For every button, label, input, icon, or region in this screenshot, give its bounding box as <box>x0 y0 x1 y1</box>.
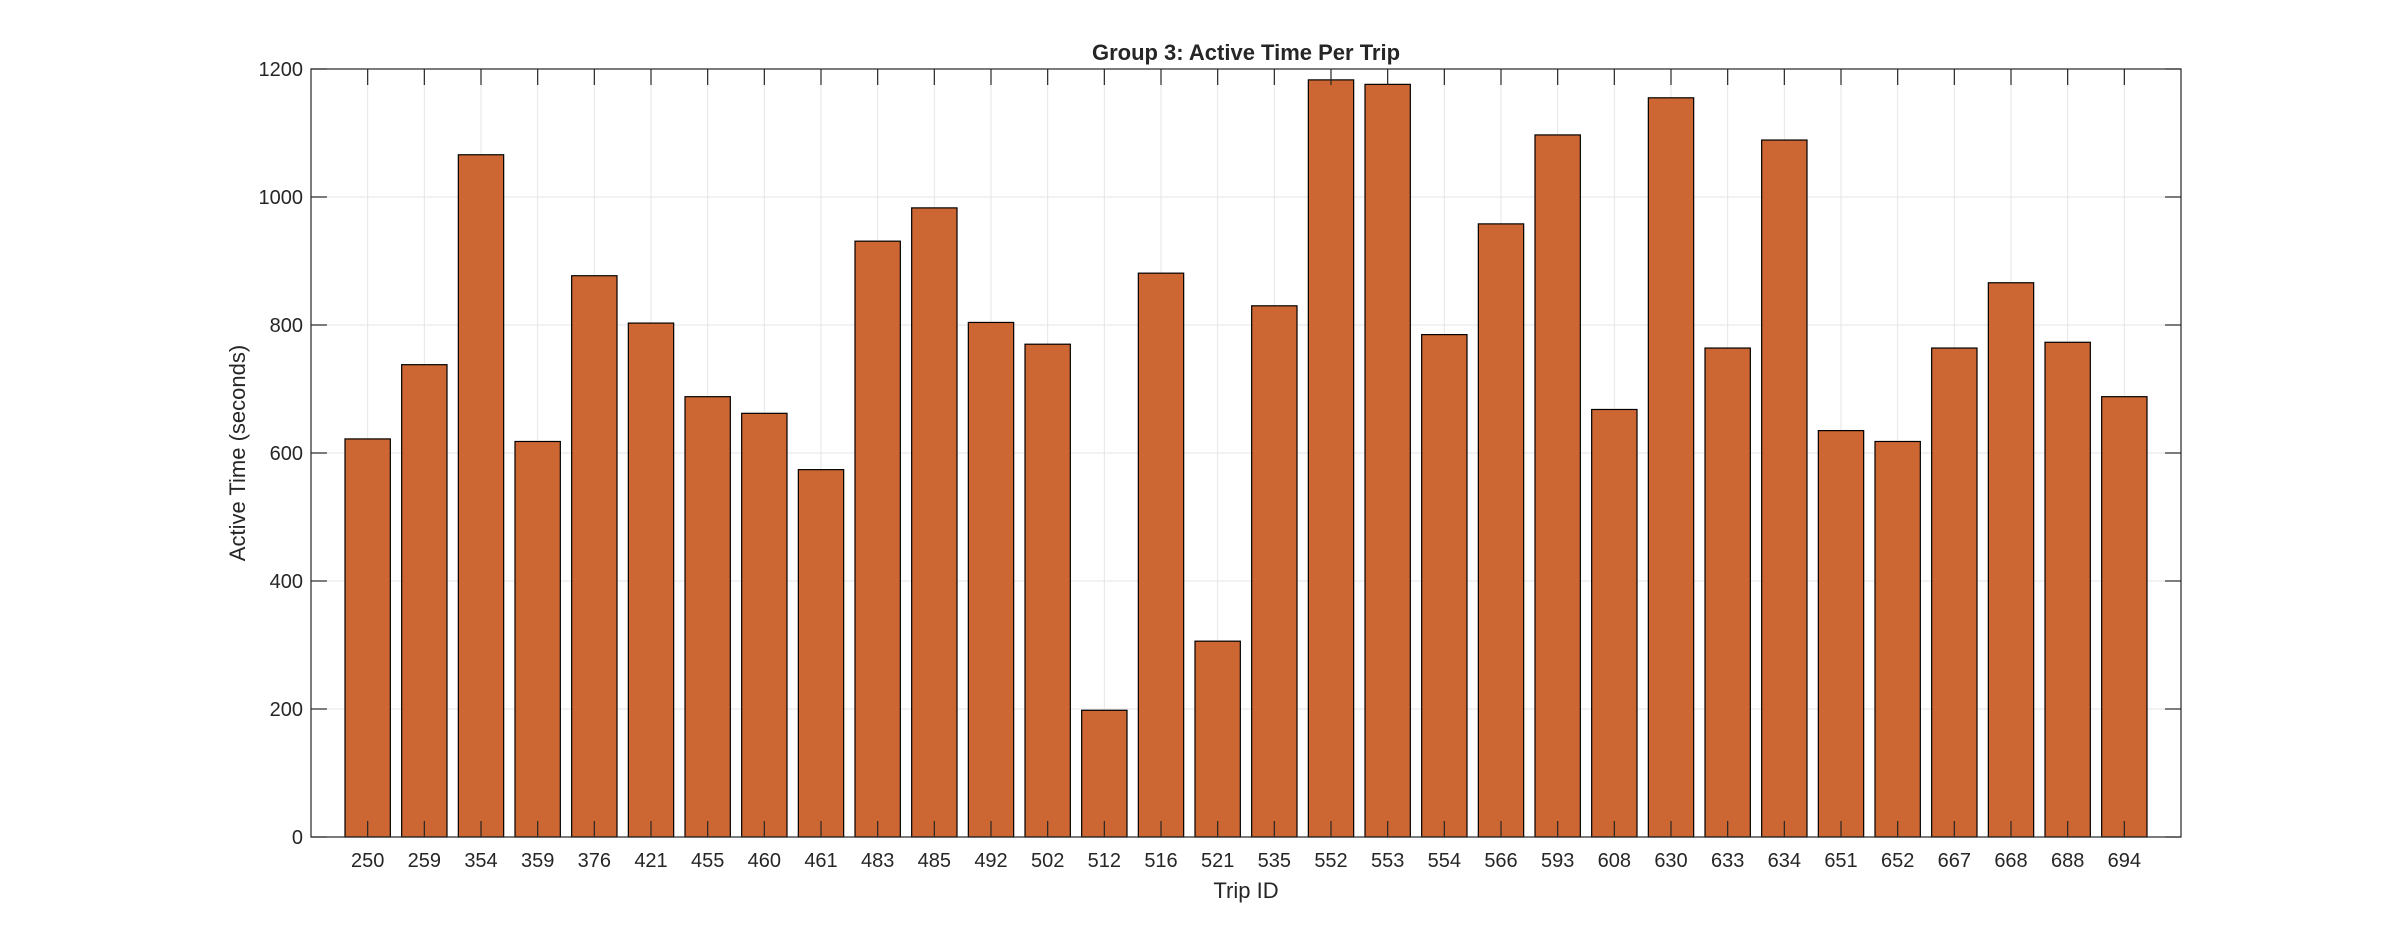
bar-634 <box>1761 139 1808 838</box>
y-axis-label: Active Time (seconds) <box>225 345 250 561</box>
bar-492 <box>967 321 1015 838</box>
x-tick-label: 460 <box>748 850 781 872</box>
bar-376 <box>571 275 618 838</box>
x-tick-label: 455 <box>691 850 724 872</box>
bar-354 <box>457 154 505 838</box>
x-tick-label: 421 <box>634 850 667 872</box>
bar-460 <box>741 412 788 838</box>
x-tick-label: 461 <box>804 850 837 872</box>
x-tick-label: 492 <box>974 850 1007 872</box>
bar-250 <box>344 438 391 838</box>
x-tick-label: 535 <box>1258 850 1291 872</box>
bar-502 <box>1024 343 1071 838</box>
bar-688 <box>2044 341 2091 838</box>
bar-554 <box>1421 334 1468 838</box>
bar-259 <box>401 364 448 838</box>
x-tick-label: 651 <box>1824 850 1857 872</box>
y-tick-label: 400 <box>270 571 303 593</box>
x-tick-label: 553 <box>1371 850 1404 872</box>
x-tick-label: 521 <box>1201 850 1234 872</box>
bar-553 <box>1364 83 1411 838</box>
bar-483 <box>854 240 901 838</box>
bars <box>344 79 2148 838</box>
x-tick-label: 354 <box>464 850 497 872</box>
bar-359 <box>514 440 561 838</box>
axis-ticks <box>311 68 2181 838</box>
x-axis-label: Trip ID <box>1213 878 1278 903</box>
y-tick-label: 200 <box>270 699 303 721</box>
bar-667 <box>1931 347 1978 838</box>
x-tick-label: 552 <box>1314 850 1347 872</box>
x-tick-label: 608 <box>1598 850 1631 872</box>
x-tick-label: 630 <box>1654 850 1687 872</box>
x-tick-label: 668 <box>1994 850 2027 872</box>
y-tick-label: 1000 <box>259 187 304 209</box>
bar-651 <box>1817 430 1865 838</box>
x-tick-label: 512 <box>1088 850 1121 872</box>
x-tick-label: 483 <box>861 850 894 872</box>
x-tick-label: 376 <box>578 850 611 872</box>
bar-633 <box>1704 347 1751 838</box>
x-tick-label: 485 <box>918 850 951 872</box>
bar-421 <box>627 322 675 838</box>
bar-608 <box>1591 408 1638 838</box>
y-tick-label: 600 <box>270 443 303 465</box>
x-tick-label: 259 <box>408 850 441 872</box>
x-tick-labels: 250 259 354 359 376 421 455 460 461 483 485 492 502 5… <box>351 850 2141 872</box>
x-tick-label: 688 <box>2051 850 2084 872</box>
bar-652 <box>1874 440 1921 838</box>
chart-title: Group 3: Active Time Per Trip <box>1092 40 1400 65</box>
x-tick-label: 554 <box>1428 850 1461 872</box>
x-tick-label: 566 <box>1484 850 1517 872</box>
y-tick-label: 0 <box>292 827 303 849</box>
x-tick-label: 633 <box>1711 850 1744 872</box>
bar-668 <box>1987 282 2035 838</box>
bar-593 <box>1534 134 1581 838</box>
x-tick-label: 634 <box>1768 850 1801 872</box>
y-tick-labels: 0 200 400 600 800 1000 1200 <box>259 59 304 849</box>
bar-552 <box>1307 79 1355 838</box>
bar-694 <box>2101 396 2148 838</box>
x-tick-label: 593 <box>1541 850 1574 872</box>
x-tick-label: 694 <box>2108 850 2141 872</box>
x-tick-label: 250 <box>351 850 384 872</box>
bar-512 <box>1081 709 1128 838</box>
x-tick-label: 667 <box>1938 850 1971 872</box>
bar-485 <box>911 207 958 838</box>
bar-566 <box>1477 223 1525 838</box>
y-tick-label: 1200 <box>259 59 304 81</box>
x-tick-label: 516 <box>1144 850 1177 872</box>
x-tick-label: 652 <box>1881 850 1914 872</box>
bar-461 <box>797 469 845 838</box>
bar-630 <box>1647 97 1695 838</box>
bar-455 <box>684 396 731 838</box>
x-tick-label: 502 <box>1031 850 1064 872</box>
bar-516 <box>1137 272 1185 838</box>
x-tick-label: 359 <box>521 850 554 872</box>
y-tick-label: 800 <box>270 315 303 337</box>
bar-535 <box>1251 305 1298 838</box>
bar-521 <box>1194 640 1241 838</box>
